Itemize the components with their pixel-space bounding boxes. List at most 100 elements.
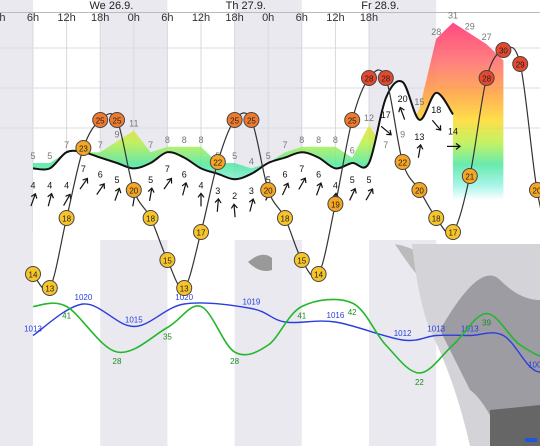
gust-label: 5 (30, 151, 35, 161)
wind-arrow-shaft (233, 205, 236, 218)
temperature-label: 18 (62, 215, 71, 224)
wind-arrow (315, 182, 324, 196)
wind-arrow-shaft (431, 119, 441, 130)
day-label: Th 27.9. (226, 0, 266, 12)
wind-speed-label: 5 (114, 175, 119, 185)
gust-label: 28 (431, 27, 441, 37)
gust-label: 8 (198, 135, 203, 145)
temperature-marker (260, 182, 277, 198)
gust-label: 8 (165, 135, 170, 145)
wind-speed-label: 4 (198, 180, 203, 190)
gust-label: 15 (414, 97, 424, 107)
temperature-marker (176, 280, 193, 296)
wind-arrow (349, 187, 357, 201)
gust-label: 11 (129, 119, 138, 129)
wind-arrow-head (367, 188, 374, 194)
wind-speed-label: 17 (381, 110, 391, 120)
wind-arrow-head (82, 177, 89, 184)
wind-arrow-head (350, 187, 357, 194)
wind-arrow-shaft (399, 108, 406, 120)
wind-arrow (47, 192, 55, 207)
wind-speed-label: 4 (333, 180, 338, 190)
wind-arrow-head (455, 142, 461, 150)
wind-arrow (147, 187, 155, 202)
temperature-marker (495, 42, 512, 58)
temperature-label: 25 (96, 117, 105, 126)
temperature-label: 28 (381, 75, 390, 84)
wind-arrow-head (332, 192, 340, 198)
temperature-marker (327, 196, 344, 212)
wind-arrow-shaft (182, 183, 187, 196)
wind-arrow-head (47, 192, 55, 199)
wind-speed-label: 14 (448, 126, 458, 136)
temperature-label: 20 (264, 187, 273, 196)
gust-label: 8 (333, 135, 338, 145)
temperature-label: 22 (398, 159, 407, 168)
wind-arrow (163, 177, 173, 190)
wind-arrow-head (30, 192, 38, 199)
wind-arrow-head (283, 182, 290, 189)
gust-label: 9 (114, 129, 119, 139)
temperature-marker (125, 182, 142, 198)
wind-arrow-head (416, 143, 424, 150)
temperature-label: 28 (482, 75, 491, 84)
mean-wind-line (32, 80, 454, 181)
scroll-marker[interactable] (525, 438, 537, 442)
temperature-label: 13 (45, 285, 54, 294)
temperature-label: 25 (113, 117, 122, 126)
gust-label: 27 (482, 32, 492, 42)
wind-arrow (431, 119, 442, 131)
temperature-panel: 1013 1020 1015 1020 1019 1016 1012 1013 1013 1005… (24, 42, 540, 387)
gust-label: 5 (232, 151, 237, 161)
wind-arrow-head (398, 106, 405, 113)
wind-arrow-shaft (63, 194, 71, 206)
wind-speed-label: 18 (431, 105, 441, 115)
temperature-label: 18 (432, 215, 441, 224)
temperature-marker (478, 70, 495, 86)
wind-speed-label: 5 (148, 175, 153, 185)
gust-label: 12 (364, 113, 374, 123)
wind-speed-label: 4 (30, 180, 35, 190)
humidity-line (32, 298, 540, 374)
wind-speed-label: 6 (182, 170, 187, 180)
hour-tick-label: 6h (296, 12, 308, 24)
wind-arrow-shaft (96, 184, 105, 195)
temperature-marker (159, 252, 176, 268)
day-label: We 26.9. (89, 0, 133, 12)
wind-arrow-shaft (114, 189, 120, 201)
wind-arrow-shaft (47, 194, 52, 207)
temperature-label: 17 (449, 229, 458, 238)
gust-label: 7 (64, 140, 69, 150)
hour-tick-label: 12h (192, 12, 210, 24)
temperature-label: 20 (415, 187, 424, 196)
time-axis: Tu 25.9.We 26.9.Th 27.9.Fr 28.9.6h12h18h… (0, 0, 399, 24)
hour-tick-label: 18h (360, 12, 378, 24)
temperature-marker (58, 210, 75, 226)
gust-label: 7 (282, 140, 287, 150)
temperature-marker (411, 182, 428, 198)
wind-arrow (365, 188, 374, 201)
hour-tick-label: 6h (27, 12, 39, 24)
wind-arrow-head (248, 198, 256, 204)
cloud-cover (248, 244, 540, 446)
temperature-label: 23 (79, 145, 88, 154)
pressure-label: 1012 (394, 329, 412, 338)
pressure-label: 1019 (243, 298, 261, 307)
gust-label: 4 (249, 156, 254, 166)
temperature-label: 21 (465, 173, 474, 182)
wind-arrow (114, 187, 122, 201)
gust-label: 8 (299, 135, 304, 145)
temperature-label: 19 (331, 201, 340, 210)
wind-arrow-head (386, 129, 392, 136)
wind-arrow-head (300, 177, 307, 184)
temperature-marker (209, 154, 226, 170)
wind-arrow (298, 177, 307, 190)
hour-tick-label: 18h (225, 12, 243, 24)
wind-arrow (96, 183, 105, 195)
wind-speed-label: 3 (249, 186, 254, 196)
wind-speed-label: 6 (316, 170, 321, 180)
temperature-label: 25 (247, 117, 256, 126)
wind-arrow-shaft (349, 189, 356, 201)
humidity-label: 42 (348, 308, 357, 317)
wind-speed-label: 7 (165, 164, 170, 174)
